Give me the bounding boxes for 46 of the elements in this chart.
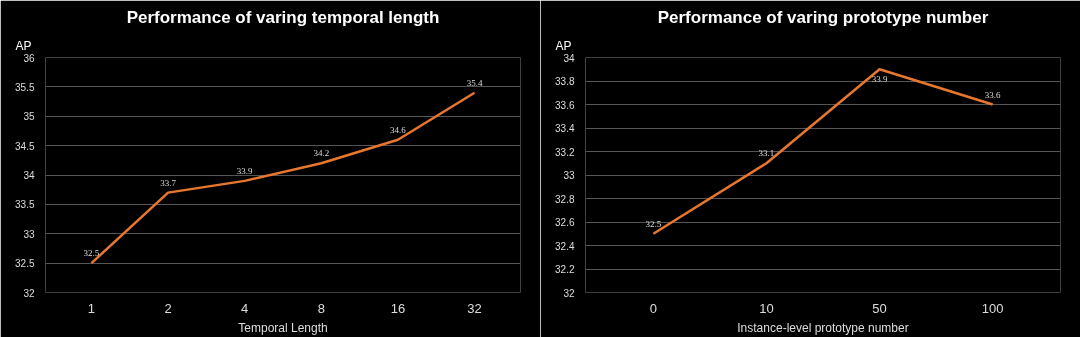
x-tick-label: 10 (759, 300, 774, 316)
y-tick-label: 32 (23, 287, 35, 299)
x-tick-label: 16 (390, 300, 406, 316)
x-tick-label: 1 (87, 300, 96, 316)
y-axis-title: AP (555, 38, 572, 53)
x-axis-title: Instance-level prototype number (737, 320, 909, 335)
y-tick-label: 33.8 (555, 76, 575, 87)
chart-title: Performance of varing prototype number (657, 7, 989, 27)
y-axis-title: AP (15, 38, 32, 53)
data-label: 35.4 (466, 77, 483, 88)
y-tick-label: 32.8 (555, 193, 575, 205)
y-tick-label: 32.4 (555, 240, 575, 252)
x-tick-label: 0 (649, 300, 657, 316)
x-tick-label: 2 (164, 300, 172, 316)
chart-title: Performance of varing temporal length (126, 7, 440, 27)
y-tick-label: 34 (563, 52, 575, 64)
y-tick-label: 35 (23, 111, 35, 123)
y-tick-label: 33.2 (555, 146, 575, 158)
y-tick-label: 36 (23, 52, 35, 64)
y-tick-label: 32 (563, 287, 575, 299)
data-label: 34.2 (313, 148, 330, 159)
x-tick-label: 50 (872, 300, 887, 316)
y-tick-label: 33.6 (555, 99, 575, 111)
data-label: 33.6 (984, 89, 1002, 100)
y-tick-label: 32.6 (555, 217, 575, 228)
data-label: 32.5 (83, 248, 100, 259)
y-tick-label: 34 (23, 170, 35, 181)
y-tick-label: 33 (563, 170, 575, 181)
data-label: 33.7 (160, 177, 177, 188)
x-tick-label: 100 (981, 300, 1004, 316)
y-tick-label: 35.5 (15, 81, 35, 93)
y-tick-label: 33.4 (555, 123, 575, 134)
x-tick-label: 8 (317, 300, 325, 316)
x-tick-label: 32 (467, 300, 482, 316)
data-label: 33.1 (758, 148, 775, 159)
y-tick-label: 33.5 (15, 199, 35, 211)
y-tick-label: 32.5 (15, 258, 35, 270)
data-label: 33.9 (871, 74, 888, 85)
data-label: 34.6 (390, 124, 407, 135)
x-tick-label: 4 (241, 300, 249, 316)
y-tick-label: 33 (23, 228, 35, 240)
y-tick-label: 32.2 (555, 264, 575, 275)
data-label: 33.9 (236, 165, 254, 176)
x-axis-title: Temporal Length (238, 320, 328, 335)
data-label: 32.5 (645, 218, 662, 229)
y-tick-label: 34.5 (15, 140, 35, 152)
